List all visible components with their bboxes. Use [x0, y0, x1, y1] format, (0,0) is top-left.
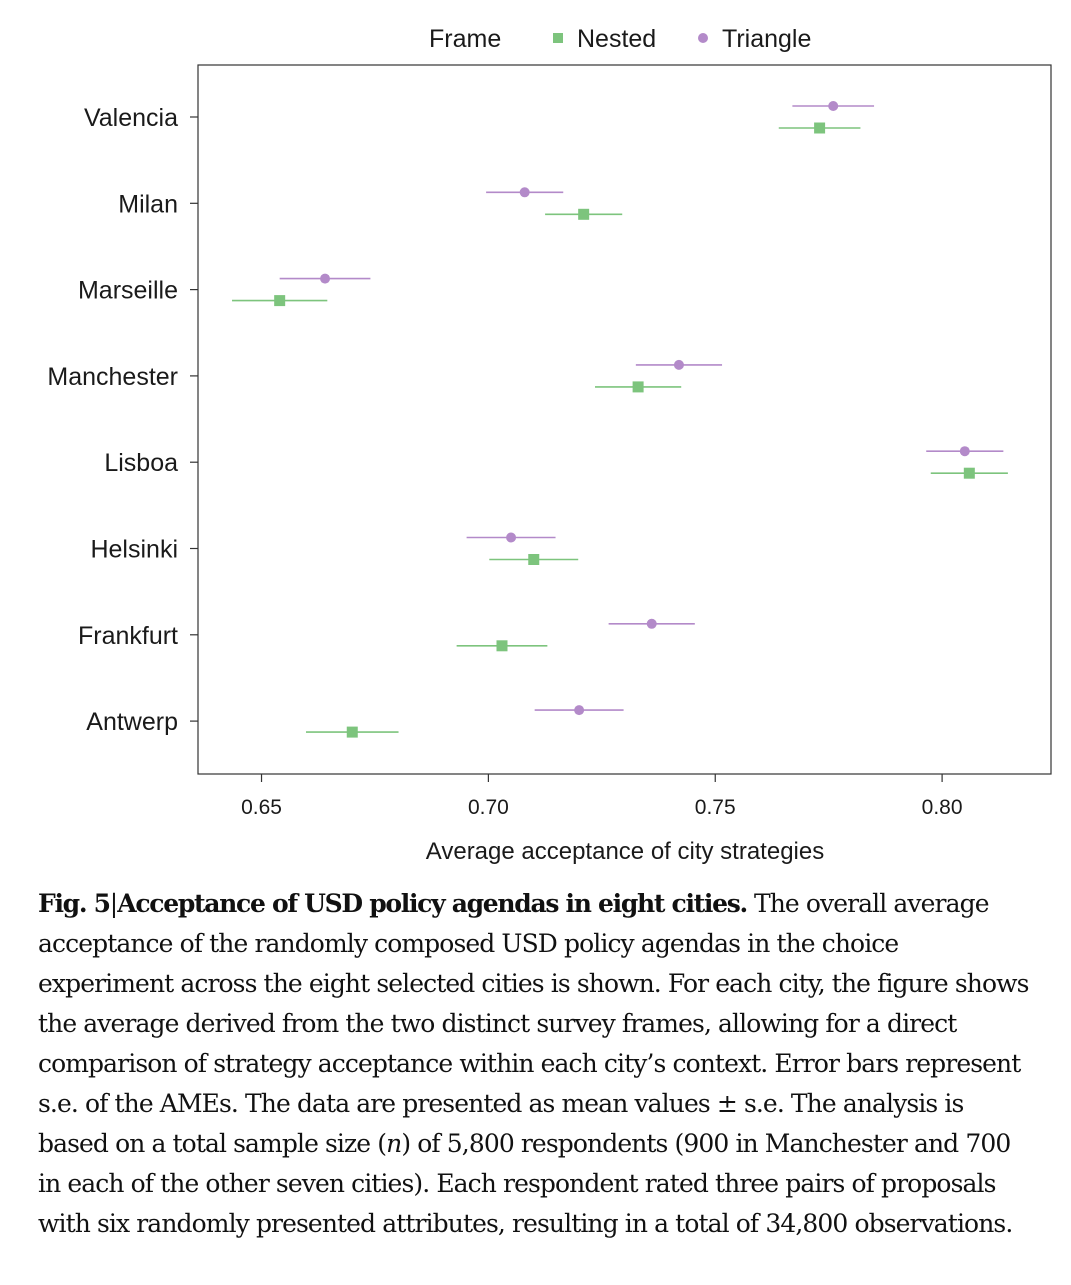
x-tick-label-3: 0.80 — [922, 796, 963, 819]
plot-frame — [197, 64, 1052, 775]
y-tick-label-antwerp: Antwerp — [86, 708, 178, 736]
data-marks — [232, 101, 1008, 738]
y-tick-label-manchester: Manchester — [47, 363, 178, 391]
y-tick-label-helsinki: Helsinki — [90, 536, 178, 564]
point-nested-helsinki — [528, 554, 540, 565]
point-triangle-manchester — [673, 359, 684, 370]
figure: Frame Nested Triangle Valencia Milan Marsei… — [47, 25, 1052, 865]
point-nested-marseille — [274, 295, 286, 307]
legend-marker-nested — [553, 33, 563, 43]
caption-n-symbol: n — [386, 1129, 402, 1158]
point-triangle-valencia — [828, 101, 839, 111]
point-triangle-marseille — [320, 273, 331, 284]
x-axis: 0.65 0.70 0.75 0.80 — [241, 774, 963, 819]
y-tick-label-lisboa: Lisboa — [104, 449, 178, 477]
point-nested-antwerp — [346, 726, 358, 738]
caption-figure-label: Fig. 5 — [38, 889, 111, 918]
caption-title: Acceptance of USD policy agendas in eigh… — [117, 889, 748, 918]
legend-title: Frame — [429, 25, 501, 53]
caption-body: The overall average acceptance of the ra… — [38, 889, 1029, 1158]
x-tick-label-0: 0.65 — [241, 796, 282, 819]
y-axis: Valencia Milan Marseille Manchester Lisboa He… — [47, 104, 198, 736]
y-tick-label-marseille: Marseille — [78, 277, 178, 305]
point-triangle-lisboa — [959, 446, 970, 457]
chart: Frame Nested Triangle Valencia Milan Marsei… — [47, 25, 1052, 865]
figure-caption: Fig. 5|Acceptance of USD policy agendas … — [38, 884, 1038, 1244]
x-tick-label-2: 0.75 — [695, 796, 736, 819]
point-triangle-milan — [519, 187, 530, 198]
x-tick-label-1: 0.70 — [468, 796, 509, 819]
y-tick-label-milan: Milan — [118, 190, 178, 218]
point-nested-frankfurt — [496, 640, 508, 652]
point-nested-milan — [578, 208, 590, 220]
point-triangle-helsinki — [506, 532, 517, 543]
point-nested-manchester — [632, 381, 644, 393]
y-tick-label-valencia: Valencia — [84, 104, 178, 132]
point-nested-lisboa — [963, 467, 975, 479]
point-triangle-antwerp — [574, 705, 585, 716]
legend: Frame Nested Triangle — [429, 25, 811, 53]
legend-label-nested: Nested — [577, 25, 656, 53]
caption-separator: | — [109, 889, 118, 918]
y-tick-label-frankfurt: Frankfurt — [78, 622, 178, 650]
x-axis-label: Average acceptance of city strategies — [426, 838, 824, 865]
legend-label-triangle: Triangle — [722, 25, 811, 53]
caption-body-end: ) of 5,800 respondents (900 in Mancheste… — [38, 1129, 1013, 1238]
point-nested-valencia — [814, 122, 826, 134]
point-triangle-frankfurt — [646, 618, 657, 629]
legend-marker-triangle — [698, 33, 708, 43]
